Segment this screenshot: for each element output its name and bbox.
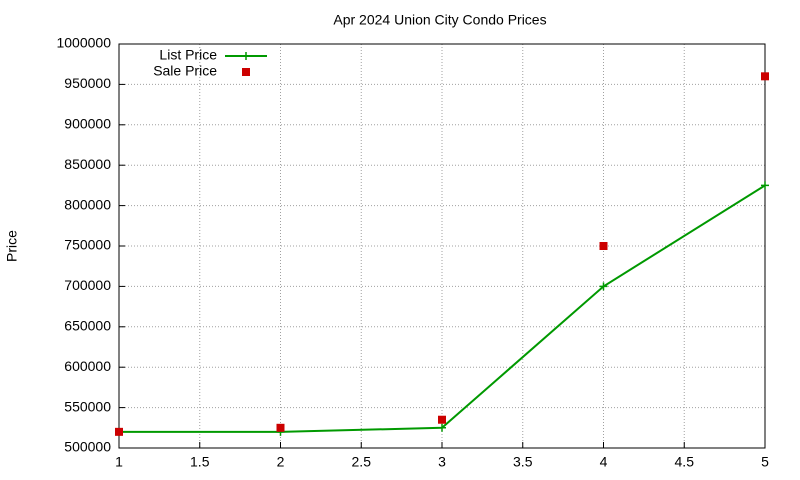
y-axis-label: Price bbox=[4, 230, 20, 262]
x-tick-label: 1.5 bbox=[190, 454, 210, 470]
y-tick-label: 850000 bbox=[64, 156, 111, 172]
y-tick-label: 1000000 bbox=[56, 35, 111, 51]
y-tick-label: 650000 bbox=[64, 318, 111, 334]
y-tick-label: 700000 bbox=[64, 277, 111, 293]
x-tick-label: 2 bbox=[277, 454, 285, 470]
x-tick-label: 2.5 bbox=[352, 454, 372, 470]
legend-label: Sale Price bbox=[153, 63, 217, 79]
point bbox=[761, 181, 769, 190]
point bbox=[115, 427, 123, 436]
point bbox=[438, 415, 446, 424]
y-tick-label: 750000 bbox=[64, 237, 111, 253]
y-tick-label: 900000 bbox=[64, 116, 111, 132]
x-tick-label: 1 bbox=[115, 454, 123, 470]
x-tick-label: 4.5 bbox=[675, 454, 695, 470]
x-tick-label: 3.5 bbox=[513, 454, 533, 470]
y-tick-label: 800000 bbox=[64, 196, 111, 212]
chart-title: Apr 2024 Union City Condo Prices bbox=[333, 12, 546, 28]
legend-label: List Price bbox=[159, 47, 217, 63]
y-tick-label: 500000 bbox=[64, 439, 111, 455]
point bbox=[761, 72, 769, 81]
y-tick-label: 550000 bbox=[64, 398, 111, 414]
y-tick-label: 950000 bbox=[64, 75, 111, 91]
point bbox=[599, 242, 608, 250]
legend-marker bbox=[242, 68, 250, 76]
legend-marker bbox=[242, 52, 250, 60]
x-tick-label: 4 bbox=[600, 454, 608, 470]
x-tick-label: 5 bbox=[761, 454, 769, 470]
x-tick-label: 3 bbox=[438, 454, 446, 470]
point bbox=[276, 423, 285, 432]
point bbox=[438, 423, 446, 432]
point bbox=[599, 282, 608, 291]
plot-border bbox=[118, 43, 766, 449]
y-tick-label: 600000 bbox=[64, 358, 111, 374]
